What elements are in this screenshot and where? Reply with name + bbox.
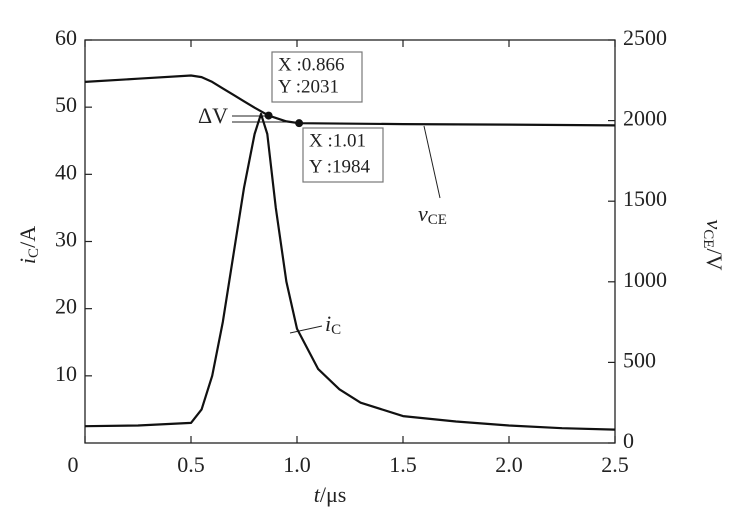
series-label-var: i — [325, 311, 331, 336]
y2-tick-label: 2000 — [623, 106, 667, 131]
series-line — [84, 112, 616, 431]
leader-line — [289, 325, 323, 334]
y2-tick-label: 500 — [623, 347, 656, 372]
y-tick-label: 50 — [55, 92, 77, 117]
y2-tick-label: 2500 — [623, 25, 667, 50]
delta-label: ΔV — [198, 103, 228, 128]
series-label: vCE — [418, 201, 447, 228]
y2-label-unit: /V — [702, 248, 727, 270]
datatip-text: Y :1984 — [309, 156, 371, 177]
y2-label-var: v — [702, 220, 727, 230]
y-label-var: i — [15, 258, 40, 264]
y2-tick-label: 1500 — [623, 186, 667, 211]
series-label-var: v — [418, 201, 428, 226]
series-label-sub: CE — [428, 212, 447, 228]
y-label-unit: /A — [15, 226, 40, 248]
datatip-box — [271, 51, 363, 103]
x-tick-label: 0 — [68, 452, 79, 477]
datatip-box — [302, 127, 384, 183]
datatip-text: Y :2031 — [278, 76, 339, 97]
datatip-text: X :1.01 — [309, 130, 366, 151]
y-tick-label: 40 — [55, 159, 77, 184]
series-line — [84, 74, 616, 127]
x-tick-label: 1.5 — [389, 452, 417, 477]
y-label-sub: C — [26, 248, 42, 258]
y-tick-label: 30 — [55, 227, 77, 252]
x-tick-label: 2.5 — [601, 452, 629, 477]
y-tick-label: 20 — [55, 294, 77, 319]
x-tick-label: 2.0 — [495, 452, 523, 477]
series-label: iC — [325, 311, 341, 338]
x-label-var: t — [314, 482, 321, 507]
y-tick-label: 10 — [55, 361, 77, 386]
series-label-sub: C — [331, 322, 341, 338]
datatip-text: X :0.866 — [278, 54, 345, 75]
y2-label-sub: CE — [700, 229, 716, 248]
y-axis-label: iC/A — [15, 226, 42, 264]
datatip-marker — [264, 111, 273, 120]
y2-tick-label: 1000 — [623, 267, 667, 292]
y-tick-label: 60 — [55, 25, 77, 50]
x-tick-label: 1.0 — [283, 452, 311, 477]
y2-axis-label: vCE/V — [700, 220, 727, 271]
x-axis-label: t/μs — [314, 482, 347, 507]
leader-line — [423, 125, 441, 199]
x-label-unit: /μs — [320, 482, 346, 507]
y2-tick-label: 0 — [623, 428, 634, 453]
x-tick-label: 0.5 — [177, 452, 205, 477]
datatip-marker — [295, 119, 304, 128]
